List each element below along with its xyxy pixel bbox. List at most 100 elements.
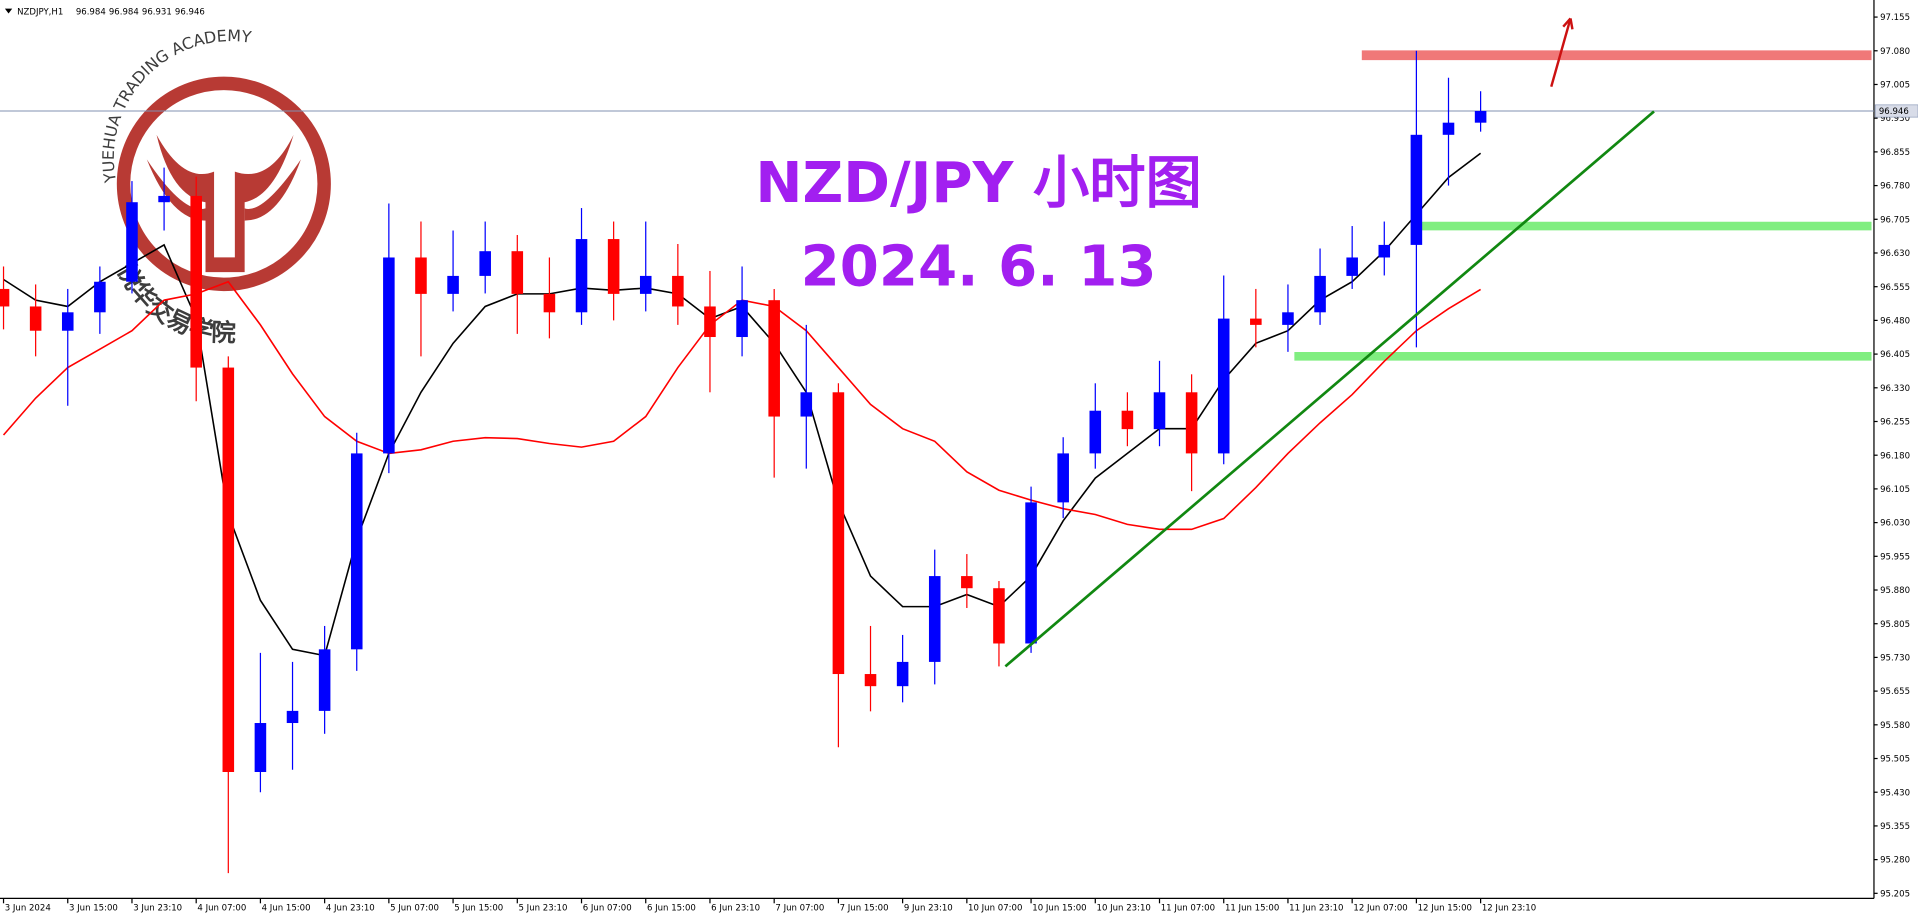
candle-body [1089, 410, 1102, 454]
y-tick-label: 95.505 [1880, 755, 1910, 765]
y-tick-label: 97.155 [1880, 13, 1910, 23]
last-price-label: 96.946 [1879, 107, 1909, 117]
candle-body [1057, 453, 1069, 503]
y-tick-label: 97.080 [1880, 47, 1910, 57]
y-tick-label: 95.205 [1880, 889, 1910, 899]
x-tick-label: 7 Jun 07:00 [775, 904, 824, 914]
candle-body [1474, 110, 1487, 123]
x-tick-label: 3 Jun 2024 [5, 904, 51, 914]
candle-body [1282, 312, 1294, 325]
y-tick-label: 95.655 [1880, 687, 1910, 697]
x-tick-label: 4 Jun 23:10 [326, 904, 375, 914]
y-tick-label: 96.780 [1880, 182, 1910, 192]
header-arrow [4, 8, 13, 14]
header-value: 96.946 [175, 8, 205, 18]
candle-body [511, 251, 524, 294]
candle-body [94, 281, 106, 313]
candle-body [639, 275, 652, 294]
candle-body [254, 723, 267, 772]
chart-title: NZD/JPY 小时图 [755, 151, 1201, 216]
x-tick-label: 9 Jun 23:10 [904, 904, 953, 914]
candle-body [158, 195, 170, 203]
y-tick-label: 96.930 [1880, 114, 1910, 124]
candle-body [1442, 122, 1455, 135]
y-tick-label: 95.730 [1880, 653, 1910, 663]
y-tick-label: 96.555 [1880, 283, 1910, 293]
x-tick-label: 5 Jun 15:00 [454, 904, 503, 914]
x-tick-label: 4 Jun 07:00 [197, 904, 246, 914]
x-tick-label: 10 Jun 07:00 [968, 904, 1022, 914]
x-tick-label: 12 Jun 23:10 [1482, 904, 1536, 914]
candle-body [383, 257, 395, 454]
candle-body [961, 576, 973, 589]
arrow-head [1562, 17, 1574, 30]
candle-body [350, 453, 363, 650]
candle-body [190, 195, 202, 368]
y-tick-label: 96.480 [1880, 316, 1910, 326]
arrow [1550, 18, 1572, 88]
y-tick-label: 96.330 [1880, 384, 1910, 394]
candle-body [1410, 134, 1423, 245]
x-tick-label: 12 Jun 15:00 [1418, 904, 1472, 914]
y-tick-label: 95.580 [1880, 721, 1910, 731]
x-tick-label: 5 Jun 23:10 [519, 904, 568, 914]
x-tick-label: 7 Jun 15:00 [840, 904, 889, 914]
y-tick-label: 96.180 [1880, 451, 1910, 461]
candle-body [896, 661, 909, 687]
candle-body [543, 293, 556, 313]
y-tick-label: 96.855 [1880, 148, 1910, 158]
candle-body [800, 392, 813, 417]
last-price-box [1874, 104, 1918, 118]
candle-body [479, 251, 491, 276]
y-tick-label: 95.355 [1880, 822, 1910, 832]
x-tick-label: 4 Jun 15:00 [262, 904, 311, 914]
x-tick-label: 6 Jun 15:00 [647, 904, 696, 914]
candle-body [704, 306, 716, 338]
header-value: 96.984 [109, 8, 139, 18]
candle-body [318, 649, 331, 711]
y-tick-label: 95.880 [1880, 586, 1910, 596]
y-tick-label: 96.705 [1880, 215, 1910, 225]
candle-body [575, 239, 588, 313]
x-tick-label: 6 Jun 23:10 [711, 904, 760, 914]
candle-body [736, 300, 748, 338]
trendline [1004, 110, 1655, 668]
candle-body [607, 239, 620, 294]
candle-body [1250, 318, 1262, 325]
header-ohlc: 96.984 96.984 96.931 96.946 [76, 8, 205, 18]
y-tick-label: 95.805 [1880, 620, 1910, 630]
candle-body [1346, 257, 1358, 276]
y-tick-label: 95.280 [1880, 856, 1910, 866]
x-tick-label: 3 Jun 23:10 [133, 904, 182, 914]
header-symbol: NZDJPY,H1 [17, 8, 63, 18]
x-tick-label: 10 Jun 23:10 [1097, 904, 1151, 914]
y-tick-label: 96.405 [1880, 350, 1910, 360]
x-tick-label: 5 Jun 07:00 [390, 904, 439, 914]
x-tick-label: 6 Jun 07:00 [583, 904, 632, 914]
x-tick-label: 11 Jun 23:10 [1289, 904, 1343, 914]
y-tick-label: 96.030 [1880, 519, 1910, 529]
x-tick-label: 12 Jun 07:00 [1353, 904, 1407, 914]
y-tick-label: 96.255 [1880, 418, 1910, 428]
candle-body [447, 275, 459, 294]
header-value: 96.984 [76, 8, 106, 18]
candle-body [832, 392, 845, 675]
candle-body [993, 588, 1005, 644]
x-tick-label: 10 Jun 15:00 [1032, 904, 1086, 914]
candle-body [864, 674, 877, 687]
candle-body [415, 257, 427, 294]
candle-body [1025, 502, 1037, 644]
candle-body [0, 288, 10, 307]
logo-ring [116, 76, 331, 292]
candle-body [672, 275, 684, 307]
candle-body [1378, 244, 1391, 258]
chart-subtitle: 2024. 6. 13 [801, 235, 1157, 300]
candle-body [126, 202, 138, 282]
y-tick-label: 95.430 [1880, 788, 1910, 798]
candle-body [1185, 392, 1198, 454]
y-tick-label: 96.105 [1880, 485, 1910, 495]
logo-wings [146, 159, 301, 221]
candle-body [61, 312, 74, 331]
